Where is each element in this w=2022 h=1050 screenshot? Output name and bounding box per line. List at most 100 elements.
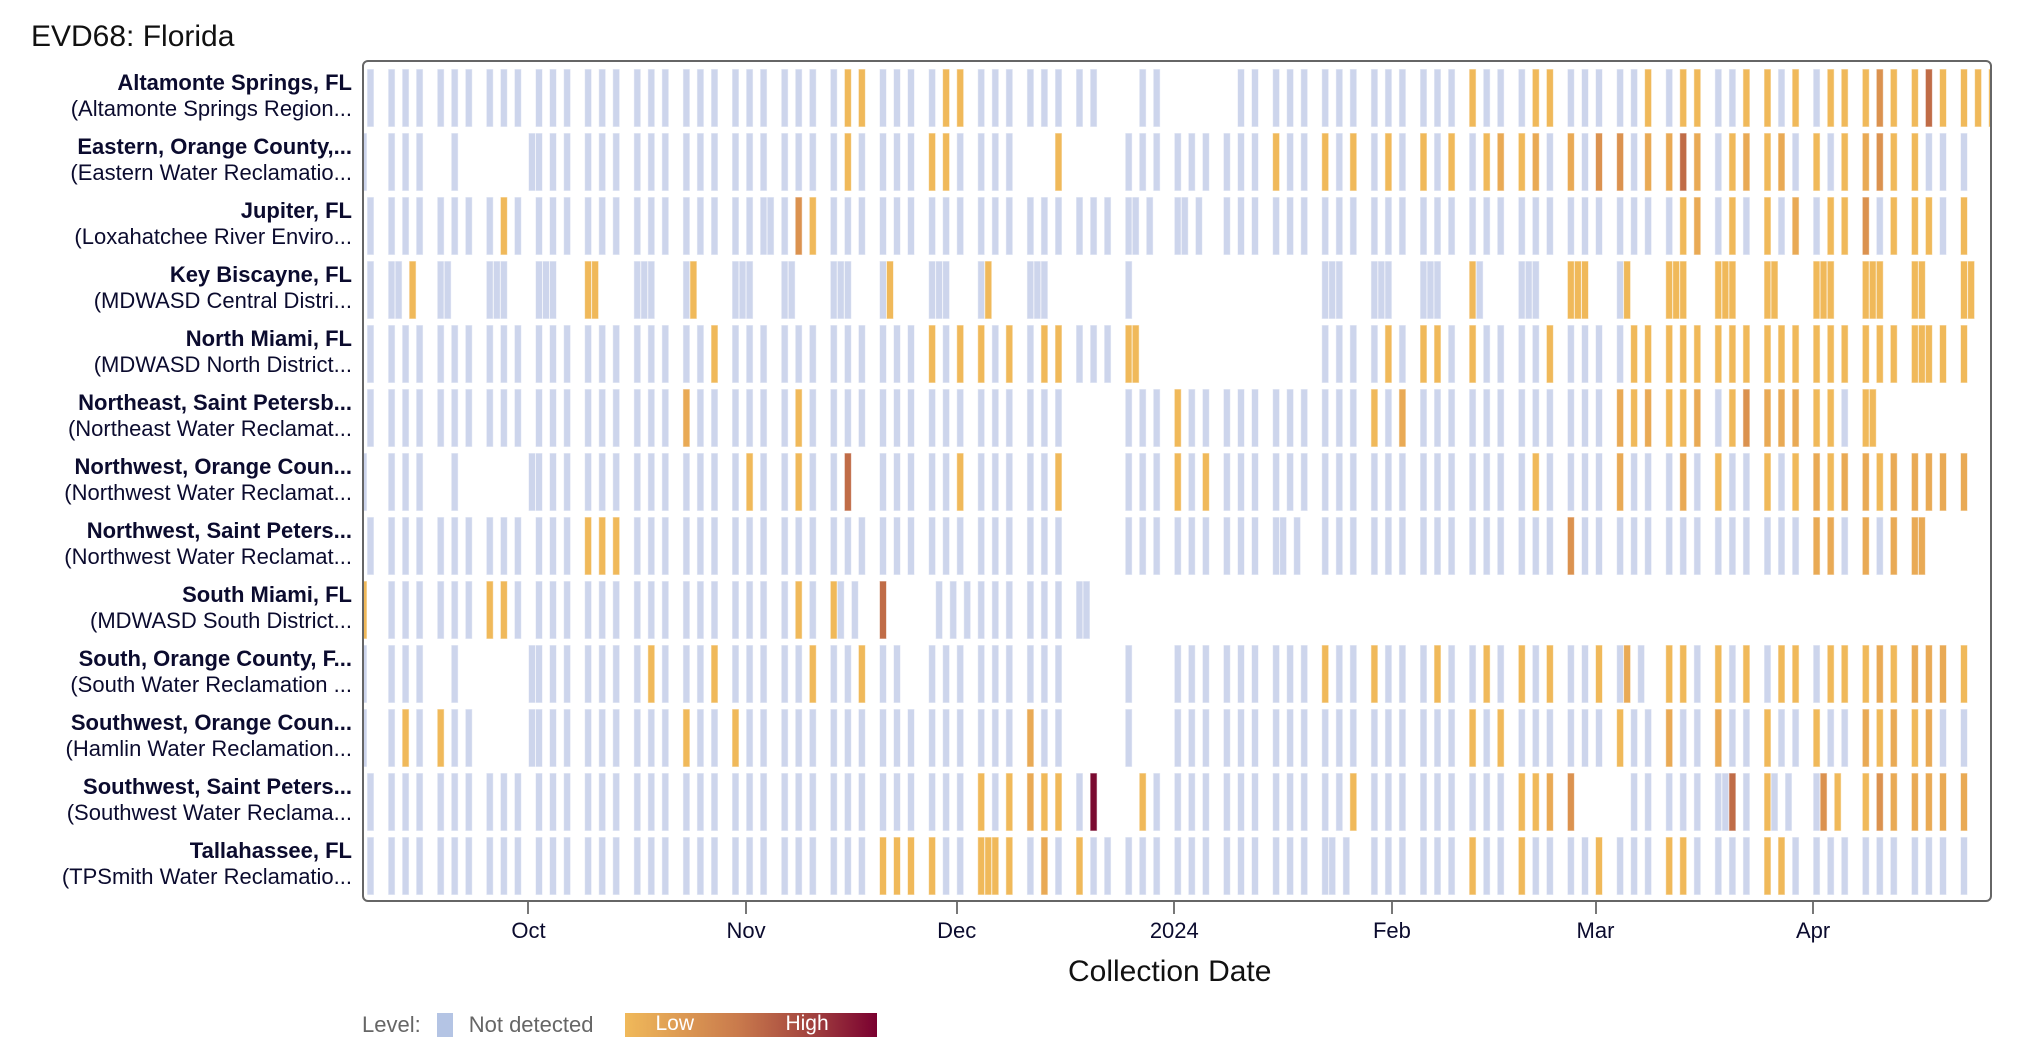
sample-bar-not-detected[interactable] [942, 324, 951, 384]
sample-bar-not-detected[interactable] [1370, 708, 1379, 768]
sample-bar-detected[interactable] [1826, 196, 1835, 256]
sample-bar-not-detected[interactable] [450, 772, 459, 832]
sample-bar-not-detected[interactable] [1173, 708, 1182, 768]
sample-bar-detected[interactable] [907, 836, 915, 896]
sample-bar-not-detected[interactable] [1237, 452, 1245, 512]
sample-bar-not-detected[interactable] [1447, 644, 1456, 704]
sample-bar-not-detected[interactable] [364, 644, 368, 704]
sample-bar-not-detected[interactable] [1237, 772, 1245, 832]
sample-bar-not-detected[interactable] [584, 836, 593, 896]
sample-bar-not-detected[interactable] [1433, 836, 1442, 896]
sample-bar-not-detected[interactable] [584, 708, 593, 768]
sample-bar-not-detected[interactable] [780, 772, 789, 832]
sample-bar-not-detected[interactable] [991, 452, 1000, 512]
sample-bar-not-detected[interactable] [1349, 324, 1358, 384]
sample-bar-not-detected[interactable] [1644, 836, 1653, 896]
sample-bar-not-detected[interactable] [942, 772, 951, 832]
sample-bar-not-detected[interactable] [808, 708, 817, 768]
sample-bar-not-detected[interactable] [1005, 708, 1014, 768]
sample-bar-detected[interactable] [1714, 452, 1723, 512]
sample-bar-not-detected[interactable] [696, 68, 705, 128]
sample-bar-detected[interactable] [1630, 388, 1639, 448]
sample-bar-detected[interactable] [1468, 260, 1477, 320]
sample-bar-not-detected[interactable] [942, 644, 951, 704]
sample-bar-detected[interactable] [1819, 772, 1828, 832]
sample-bar-detected[interactable] [1924, 708, 1933, 768]
sample-bar-not-detected[interactable] [598, 452, 607, 512]
sample-bar-detected[interactable] [1272, 132, 1281, 192]
sample-bar-not-detected[interactable] [956, 388, 965, 448]
sample-bar-not-detected[interactable] [1335, 388, 1344, 448]
sample-bar-detected[interactable] [1763, 132, 1772, 192]
sample-bar-detected[interactable] [1875, 644, 1884, 704]
sample-bar-not-detected[interactable] [1447, 836, 1456, 896]
sample-bar-detected[interactable] [1349, 772, 1358, 832]
sample-bar-not-detected[interactable] [1679, 772, 1688, 832]
sample-bar-not-detected[interactable] [682, 196, 691, 256]
sample-bar-not-detected[interactable] [879, 68, 887, 128]
sample-bar-not-detected[interactable] [366, 516, 375, 576]
sample-bar-not-detected[interactable] [942, 516, 951, 576]
sample-bar-not-detected[interactable] [829, 68, 838, 128]
sample-bar-not-detected[interactable] [1714, 132, 1723, 192]
sample-bar-not-detected[interactable] [710, 388, 719, 448]
sample-bar-not-detected[interactable] [528, 132, 536, 192]
sample-bar-detected[interactable] [1763, 772, 1772, 832]
sample-bar-detected[interactable] [1833, 772, 1842, 832]
sample-bar-not-detected[interactable] [857, 388, 866, 448]
sample-bar-not-detected[interactable] [1384, 772, 1393, 832]
sample-bar-not-detected[interactable] [1173, 516, 1182, 576]
sample-bar-not-detected[interactable] [1222, 708, 1231, 768]
sample-bar-not-detected[interactable] [759, 516, 768, 576]
sample-bar-not-detected[interactable] [1531, 388, 1540, 448]
sample-bar-not-detected[interactable] [1447, 388, 1456, 448]
sample-bar-not-detected[interactable] [485, 196, 494, 256]
sample-bar-detected[interactable] [1665, 836, 1674, 896]
sample-bar-detected[interactable] [1889, 452, 1898, 512]
sample-bar-detected[interactable] [857, 68, 866, 128]
sample-bar-detected[interactable] [1861, 68, 1870, 128]
sample-bar-not-detected[interactable] [1960, 132, 1968, 192]
sample-bar-not-detected[interactable] [1419, 452, 1428, 512]
sample-bar-not-detected[interactable] [1644, 772, 1653, 832]
sample-bar-detected[interactable] [843, 452, 852, 512]
sample-bar-detected[interactable] [1910, 772, 1919, 832]
sample-bar-not-detected[interactable] [499, 324, 508, 384]
sample-bar-not-detected[interactable] [1222, 388, 1231, 448]
sample-bar-not-detected[interactable] [1173, 772, 1182, 832]
sample-bar-not-detected[interactable] [1433, 68, 1442, 128]
sample-bar-detected[interactable] [857, 644, 866, 704]
sample-bar-not-detected[interactable] [485, 836, 494, 896]
sample-bar-not-detected[interactable] [794, 708, 803, 768]
sample-bar-not-detected[interactable] [647, 516, 656, 576]
sample-bar-not-detected[interactable] [1251, 836, 1259, 896]
sample-bar-not-detected[interactable] [1496, 836, 1505, 896]
sample-bar-not-detected[interactable] [1040, 516, 1049, 576]
sample-bar-detected[interactable] [1917, 516, 1926, 576]
sample-bar-not-detected[interactable] [843, 516, 852, 576]
sample-bar-not-detected[interactable] [794, 772, 803, 832]
sample-bar-not-detected[interactable] [935, 580, 944, 640]
sample-bar-detected[interactable] [499, 580, 508, 640]
sample-bar-not-detected[interactable] [1138, 452, 1147, 512]
sample-bar-detected[interactable] [1665, 388, 1674, 448]
sample-bar-not-detected[interactable] [808, 580, 817, 640]
sample-bar-not-detected[interactable] [1777, 452, 1786, 512]
sample-bar-not-detected[interactable] [549, 68, 557, 128]
sample-bar-not-detected[interactable] [633, 516, 642, 576]
sample-bar-detected[interactable] [1889, 196, 1898, 256]
sample-bar-not-detected[interactable] [731, 580, 740, 640]
sample-bar-not-detected[interactable] [1566, 388, 1575, 448]
sample-bar-not-detected[interactable] [549, 644, 557, 704]
sample-bar-not-detected[interactable] [415, 452, 424, 512]
sample-bar-not-detected[interactable] [464, 708, 473, 768]
sample-bar-not-detected[interactable] [1370, 324, 1379, 384]
sample-bar-not-detected[interactable] [366, 324, 375, 384]
sample-bar-detected[interactable] [1924, 324, 1933, 384]
sample-bar-not-detected[interactable] [387, 772, 396, 832]
sample-bar-not-detected[interactable] [1630, 452, 1639, 512]
sample-bar-not-detected[interactable] [1251, 132, 1259, 192]
sample-bar-not-detected[interactable] [1496, 68, 1505, 128]
sample-bar-not-detected[interactable] [907, 772, 915, 832]
sample-bar-not-detected[interactable] [1630, 196, 1639, 256]
